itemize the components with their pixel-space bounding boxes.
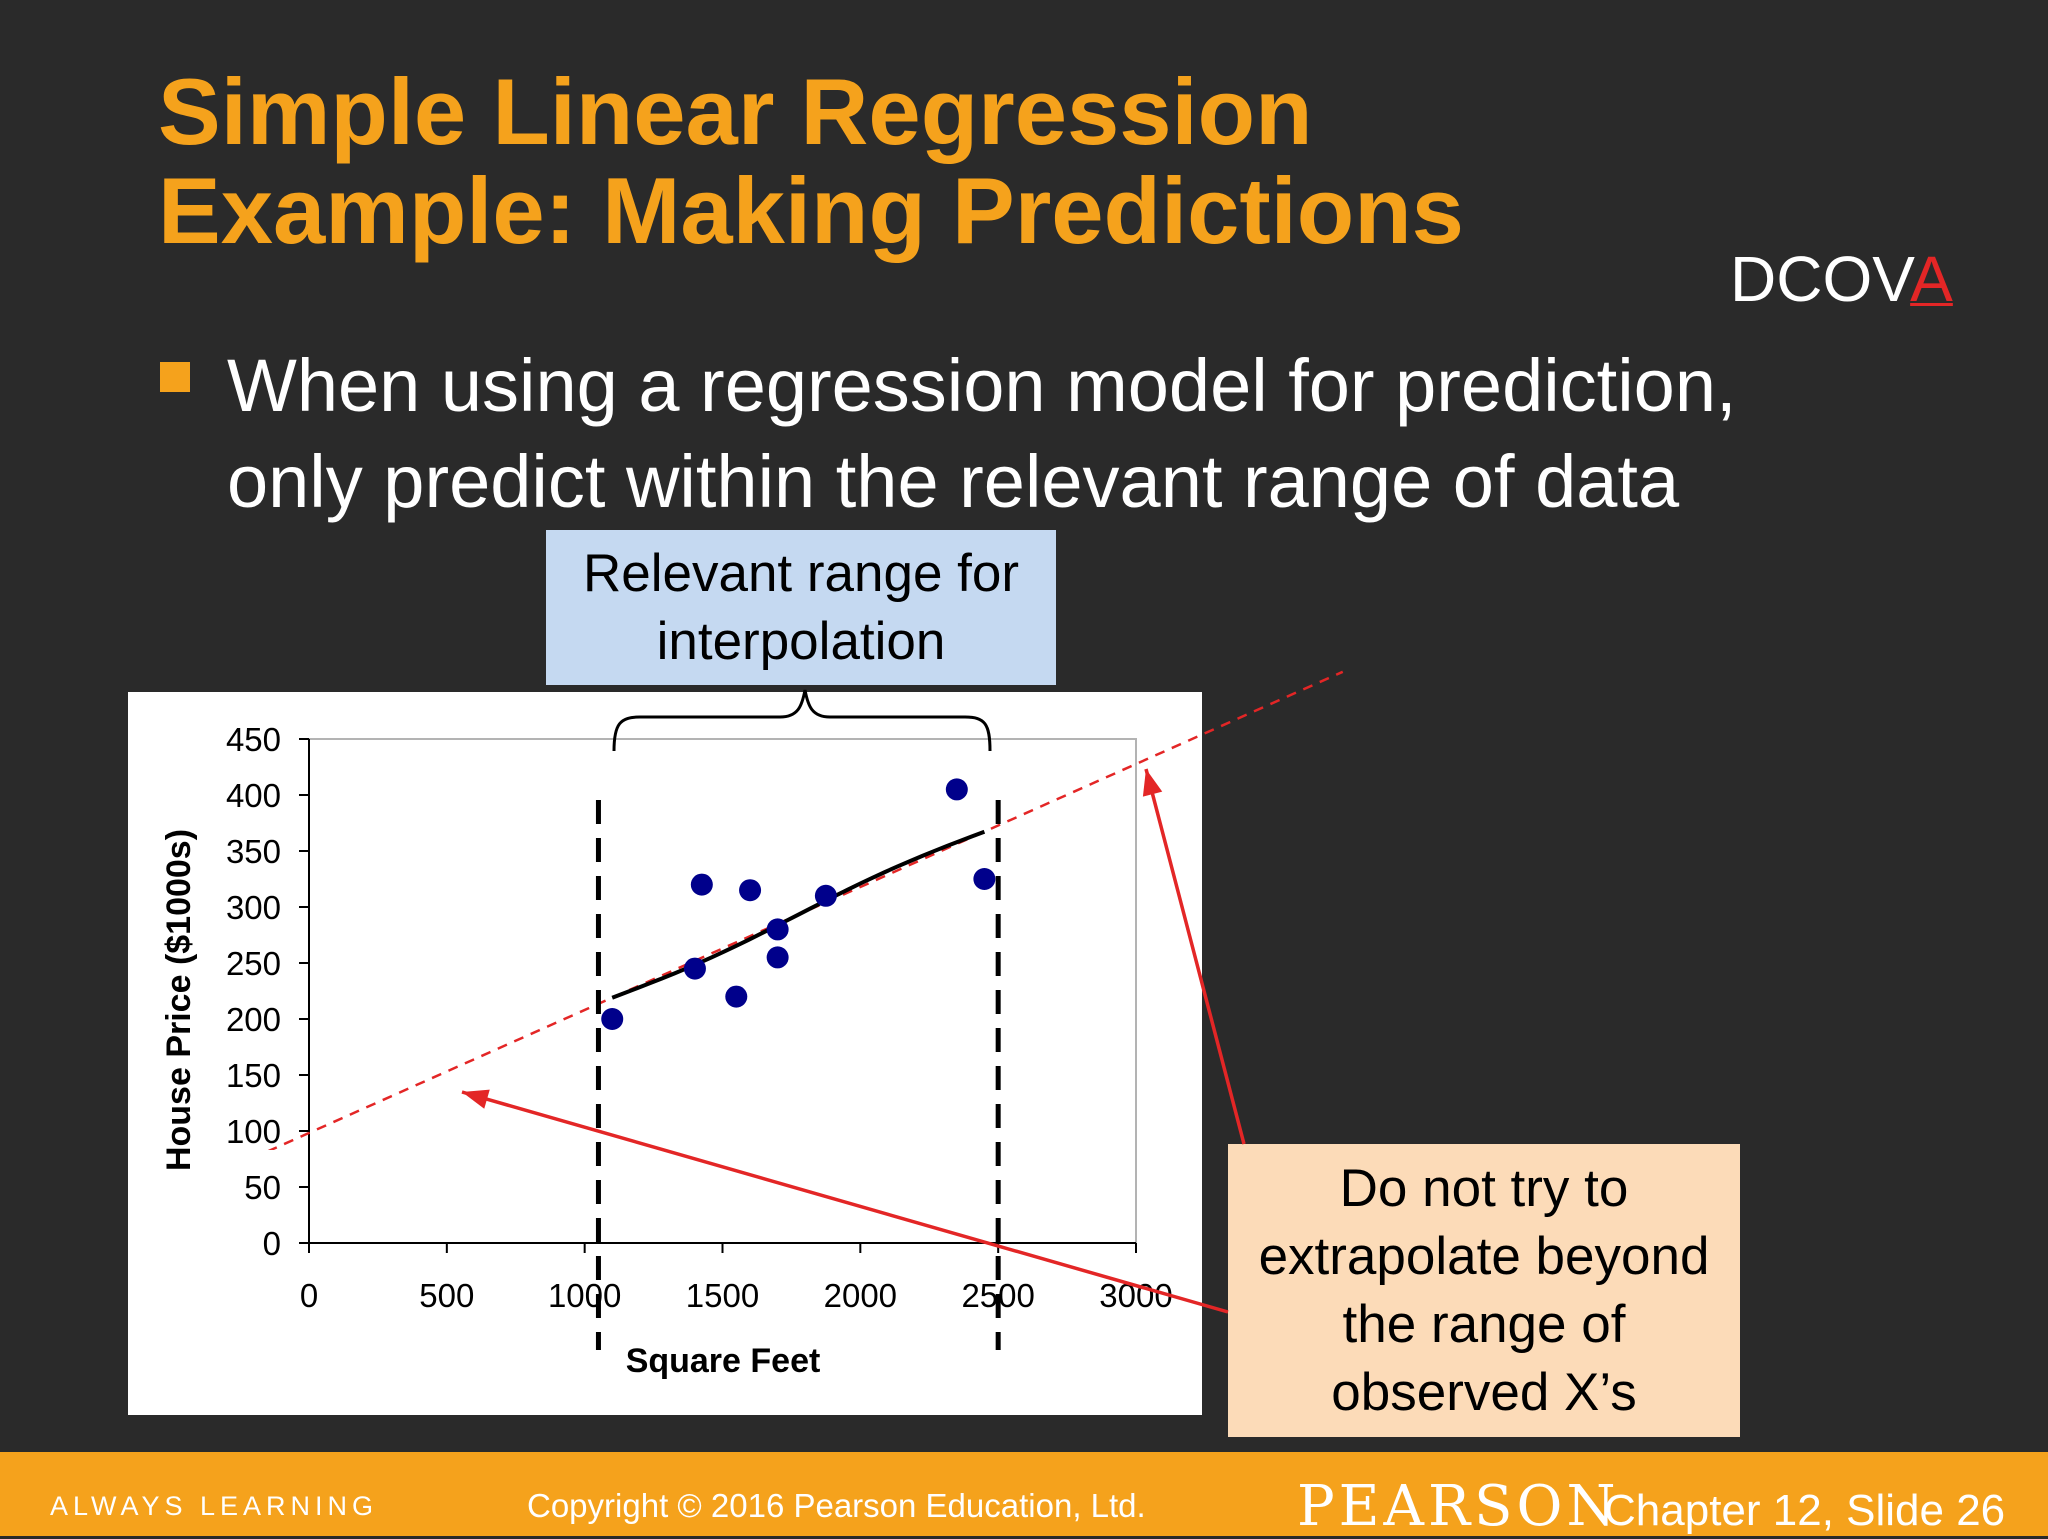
footer-copyright: Copyright © 2016 Pearson Education, Ltd. — [527, 1487, 1146, 1524]
data-point — [601, 1008, 624, 1030]
y-tick-label: 150 — [226, 1057, 281, 1094]
data-point — [739, 879, 762, 902]
data-point — [690, 873, 713, 896]
title-line-1: Simple Linear Regression — [158, 59, 1313, 164]
data-point — [683, 957, 706, 980]
chart-panel — [128, 692, 1202, 1415]
x-tick-label: 1500 — [686, 1277, 759, 1314]
x-tick-label: 1000 — [548, 1277, 621, 1314]
range-brace-icon — [612, 689, 992, 752]
arrow-to-lower-extrapolation — [461, 1090, 1229, 1314]
title-line-2: Example: Making Predictions — [158, 158, 1464, 263]
data-point — [973, 868, 996, 890]
extrapolation-callout-text: Do not try to extrapolate beyond the ran… — [1258, 1158, 1710, 1422]
slide-title: Simple Linear Regression Example: Making… — [158, 62, 1464, 260]
y-tick-label: 250 — [226, 945, 281, 982]
bullet-text: When using a regression model for predic… — [227, 338, 1927, 530]
dcova-label: DCOVA — [1730, 244, 1953, 314]
bullet-line-2: only predict within the relevant range o… — [227, 440, 1680, 523]
extrapolation-callout: Do not try to extrapolate beyond the ran… — [1228, 1144, 1740, 1437]
y-tick-label: 400 — [226, 777, 281, 814]
bullet-square-icon — [160, 362, 190, 392]
data-point — [766, 946, 789, 969]
arrow-to-upper-extrapolation — [1144, 768, 1246, 1145]
interpolation-callout-text: Relevant range for interpolation — [582, 543, 1020, 671]
x-tick-label: 0 — [300, 1277, 318, 1314]
extrapolation-line — [267, 670, 1344, 1150]
x-tick-label: 500 — [419, 1277, 474, 1314]
dcova-prefix: DCOV — [1730, 243, 1911, 315]
y-tick-label: 450 — [226, 721, 281, 758]
y-tick-label: 350 — [226, 833, 281, 870]
y-axis-label: House Price ($1000s) — [160, 829, 198, 1171]
data-point — [814, 884, 837, 907]
arrow-to-upper-extrapolation-head-icon — [1142, 769, 1163, 797]
data-point — [725, 985, 748, 1008]
bullet-line-1: When using a regression model for predic… — [227, 344, 1737, 427]
y-tick-label: 100 — [226, 1113, 281, 1150]
x-axis-label: Square Feet — [626, 1342, 821, 1380]
interpolation-callout: Relevant range for interpolation — [546, 530, 1056, 685]
y-tick-label: 300 — [226, 889, 281, 926]
x-tick-label: 2000 — [824, 1277, 897, 1314]
slide-reference: Chapter 12, Slide 26 — [1604, 1486, 2006, 1535]
footer-bar — [0, 1452, 2048, 1536]
data-point — [766, 918, 789, 941]
y-tick-label: 50 — [244, 1169, 281, 1206]
x-tick-label: 3000 — [1099, 1277, 1172, 1314]
footer-tagline: ALWAYS LEARNING — [50, 1491, 379, 1521]
y-tick-label: 0 — [263, 1225, 281, 1262]
pearson-logo: PEARSON — [1297, 1474, 1620, 1539]
y-tick-label: 200 — [226, 1001, 281, 1038]
x-tick-label: 2500 — [961, 1277, 1034, 1314]
arrow-to-lower-extrapolation-head-icon — [462, 1089, 490, 1109]
data-point — [945, 778, 968, 801]
dcova-highlight: A — [1910, 243, 1953, 315]
regression-line — [611, 829, 986, 1000]
